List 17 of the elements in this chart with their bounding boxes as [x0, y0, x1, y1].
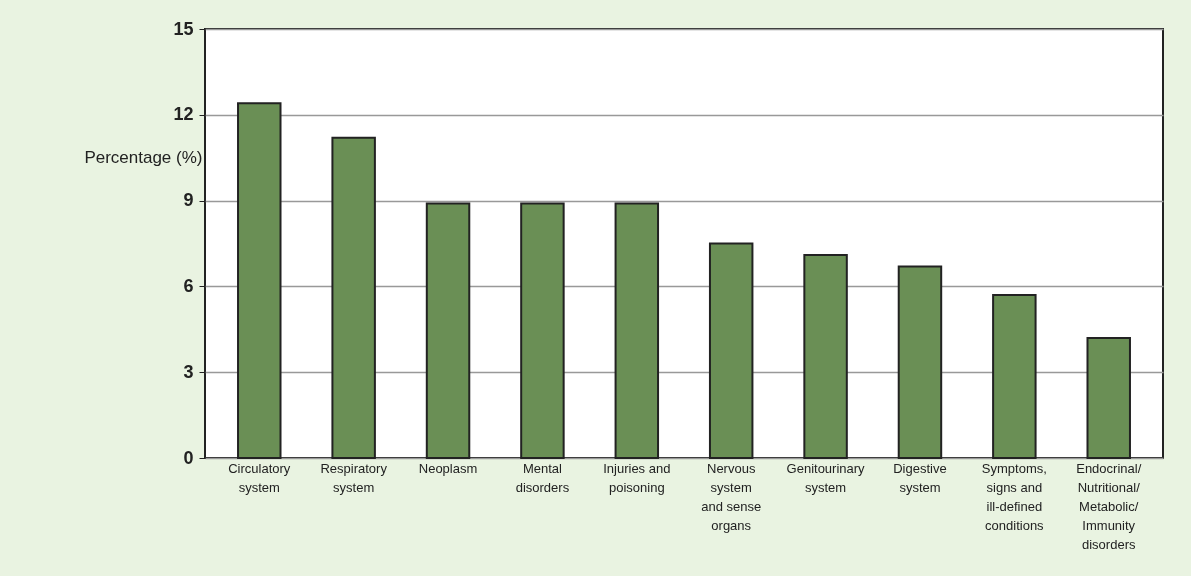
x-tick-label: Nervous system and sense organs — [701, 460, 762, 533]
x-tick-label: Mental disorders — [515, 460, 570, 495]
x-tick-label: Respiratory system — [320, 460, 388, 495]
x-tick-label: Symptoms, signs and ill-defined conditions — [981, 460, 1047, 533]
x-tick-label: Endocrinal/ Nutritional/ Metabolic/ Immunity disorders — [1076, 460, 1142, 552]
x-tick-label: Circulatory system — [228, 460, 291, 495]
x-tick-label: Neoplasm — [418, 460, 478, 476]
y-tick-label: 6 — [183, 275, 194, 296]
y-tick-label: 0 — [183, 447, 194, 468]
x-tick-label: Injuries and poisoning — [603, 460, 671, 495]
y-tick-label: 3 — [183, 361, 194, 382]
y-tick-label: 15 — [173, 18, 194, 39]
x-tick-label: Digestive system — [893, 460, 947, 495]
x-tick-label: Genitourinary system — [786, 460, 866, 495]
y-tick-label: 9 — [183, 190, 194, 211]
y-tick-label: 12 — [173, 104, 194, 125]
y-axis-title: Percentage (%) — [84, 147, 203, 167]
